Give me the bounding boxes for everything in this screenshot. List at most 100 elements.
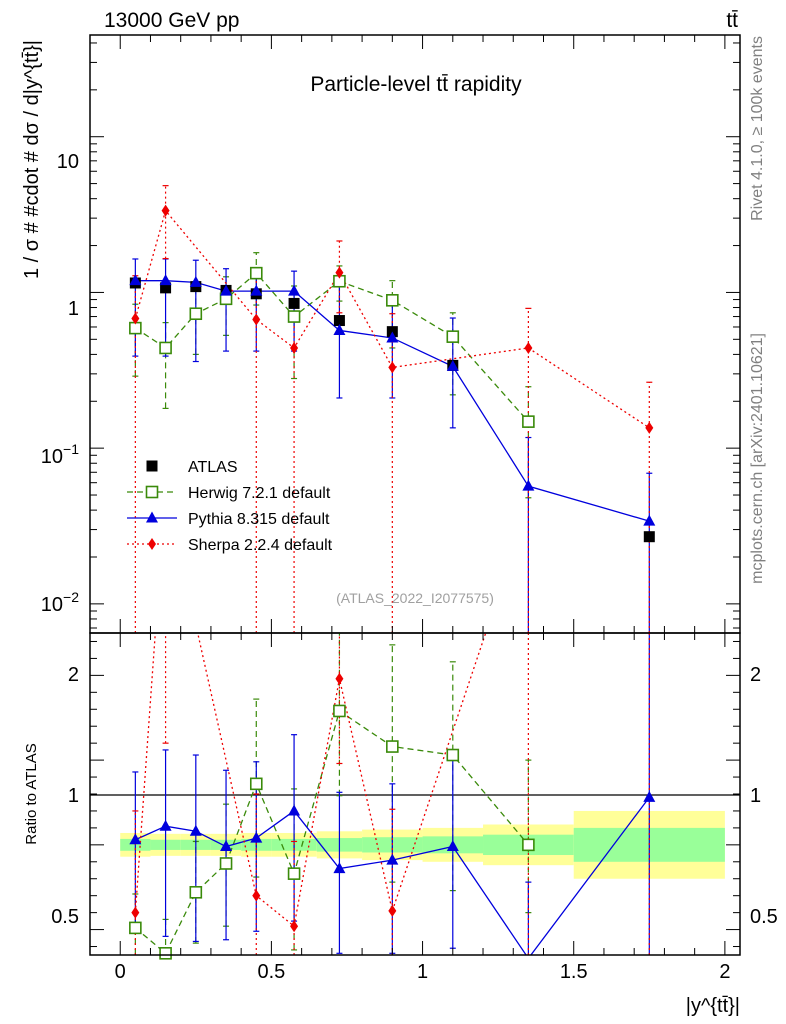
ratio-y-axis-label: Ratio to ATLAS: [23, 743, 40, 844]
main-herwig-point: [386, 294, 399, 307]
ratio-herwig-point: [219, 857, 233, 870]
ratio-sherpa-point: [290, 920, 299, 933]
main-atlas-point: [288, 297, 300, 309]
main-sherpa-point: [161, 204, 170, 217]
process-label: tt̄: [726, 9, 738, 32]
main-herwig-point: [189, 307, 203, 321]
main-pythia-point: [220, 284, 233, 296]
x-tick-label: 1.5: [560, 961, 588, 983]
main-pythia-point: [250, 284, 263, 296]
main-pythia-point: [333, 323, 346, 335]
main-sherpa-point: [252, 313, 261, 326]
ratio-herwig-point: [159, 947, 172, 960]
ratio-axis-ticks: [89, 633, 740, 955]
ratio-pythia-point: [288, 804, 301, 816]
ratio-pythia-point: [129, 833, 142, 845]
main-sherpa-point: [388, 361, 397, 374]
ratio-herwig-point: [386, 740, 399, 753]
ratio-herwig-point: [522, 838, 535, 852]
main-herwig-point: [159, 341, 172, 355]
y-tick-label-0.01-exp: −2: [63, 589, 79, 605]
energy-label: 13000 GeV pp: [104, 9, 239, 32]
ratio-pythia-point: [220, 840, 233, 852]
ratio-herwig-line: [134, 709, 529, 955]
x-axis-label: |y^{tt̄}|: [686, 995, 740, 1017]
legend-herwig-marker: [145, 485, 159, 499]
main-herwig-point: [522, 415, 535, 428]
ratio-herwig-point: [189, 885, 203, 899]
ratio-pythia-point: [386, 853, 399, 865]
main-axis-ticks: [89, 35, 740, 633]
main-atlas-point: [643, 531, 655, 543]
main-pythia-point: [386, 331, 399, 343]
x-tick-label: 1: [417, 961, 428, 983]
ratio-markers: [129, 672, 656, 960]
legend: ATLAS Herwig 7.2.1 default Pythia 8.315 de…: [127, 459, 333, 554]
ratio-y-tick-label-0.5: 0.5: [51, 906, 79, 928]
ratio-sherpa-line: [134, 633, 487, 928]
legend-atlas-label: ATLAS: [188, 459, 238, 476]
main-herwig-point: [249, 266, 263, 280]
ratio-herwig-point: [333, 704, 346, 718]
y-tick-label-0.01-base: 10: [41, 594, 63, 616]
main-sherpa-line: [134, 209, 650, 429]
x-tick-label: 0: [115, 961, 126, 983]
ratio-pythia-point: [643, 790, 656, 802]
y-tick-label-0.01: 10−2: [41, 589, 79, 616]
main-sherpa-point: [335, 266, 344, 279]
y-tick-label-1: 1: [68, 298, 79, 320]
main-sherpa-point: [524, 341, 533, 354]
y-tick-label-0.1-base: 10: [41, 446, 63, 468]
ratio-herwig-point: [129, 921, 142, 935]
main-pythia-point: [643, 514, 656, 526]
main-sherpa-point: [290, 341, 299, 354]
main-pythia-point: [159, 274, 172, 286]
ratio-sherpa-point: [388, 904, 397, 917]
main-atlas-point: [160, 282, 172, 294]
ratio-herwig-point: [446, 748, 460, 762]
legend-pythia-marker: [146, 511, 158, 523]
main-herwig-line: [134, 272, 529, 423]
legend-sherpa-marker: [148, 538, 156, 550]
rivet-version-label: Rivet 4.1.0, ≥ 100k events: [749, 36, 766, 221]
x-tick-labels: 0 0.5 1 1.5 2: [115, 961, 731, 983]
ratio-y-tick-label-2: 2: [68, 664, 79, 686]
main-y-axis-label: 1 / σ # #cdot # dσ / d|y^{tt̄}|: [21, 40, 43, 279]
mcplots-label: mcplots.cern.ch [arXiv:2401.10621]: [749, 333, 766, 584]
ratio-sherpa-point: [252, 889, 261, 902]
legend-sherpa-label: Sherpa 2.2.4 default: [188, 537, 333, 554]
legend-pythia-label: Pythia 8.315 default: [188, 511, 330, 528]
ratio-pythia-point: [333, 862, 346, 874]
ratio-sherpa-point: [131, 906, 140, 919]
ratio-pythia-point: [446, 840, 459, 852]
ratio-herwig-point: [249, 777, 263, 791]
ratio-y-tick-label-1-right: 1: [750, 785, 761, 807]
main-plot-title: Particle-level tt̄ rapidity: [310, 73, 522, 96]
x-tick-label: 2: [719, 961, 730, 983]
main-sherpa-point: [645, 421, 654, 434]
ratio-y-tick-label-1: 1: [68, 785, 79, 807]
ratio-y-tick-labels-right: 2 1 0.5: [750, 664, 778, 928]
ratio-pythia-point: [189, 824, 202, 836]
main-pythia-point: [129, 274, 142, 286]
main-herwig-point: [446, 330, 460, 343]
main-markers: [129, 204, 656, 543]
y-tick-label-0.1-exp: −1: [63, 441, 79, 457]
analysis-label: (ATLAS_2022_I2077575): [336, 590, 494, 606]
ratio-y-tick-label-2-right: 2: [750, 664, 761, 686]
main-pythia-point: [288, 284, 301, 296]
ratio-sherpa-point: [335, 672, 344, 685]
ratio-pythia-point: [159, 819, 172, 831]
main-y-tick-labels: 10 1 10−1 10−2: [41, 151, 79, 616]
legend-herwig-label: Herwig 7.2.1 default: [188, 485, 331, 502]
main-atlas-point: [333, 315, 345, 327]
main-pythia-point: [446, 359, 459, 371]
main-herwig-point: [287, 310, 301, 323]
ratio-y-tick-labels-left: 2 1 0.5: [51, 664, 79, 928]
ratio-panel: 2 1 0.5 2 1 0.5 Ratio to ATLAS 0 0.5 1 1.5 2…: [23, 632, 778, 1017]
y-tick-label-0.1: 10−1: [41, 441, 79, 468]
main-pythia-point: [189, 275, 202, 287]
main-pythia-point: [522, 479, 535, 491]
ratio-pythia-point: [250, 831, 263, 843]
